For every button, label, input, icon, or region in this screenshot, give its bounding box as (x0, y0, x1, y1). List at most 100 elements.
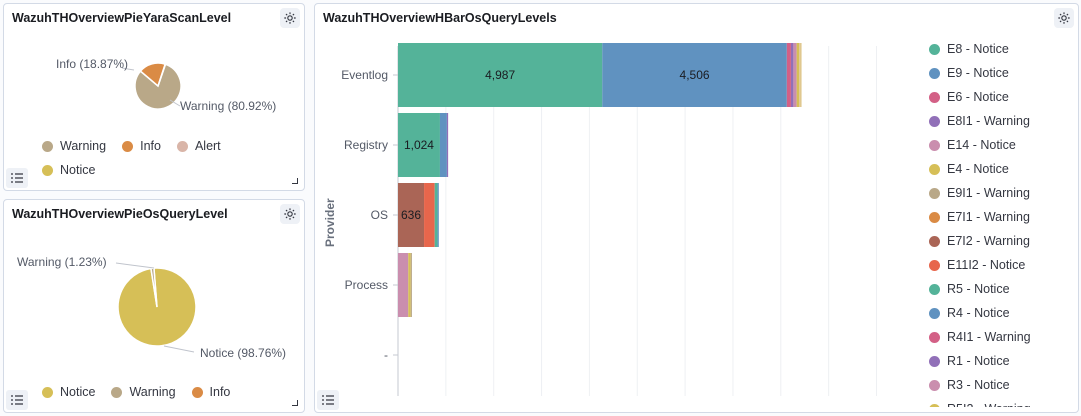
pie-label-notice: Notice (98.76%) (200, 346, 287, 360)
y-tick-label: - (384, 348, 388, 362)
bar-segment[interactable] (439, 113, 447, 177)
legend-dot (42, 386, 53, 398)
legend-label: Notice (60, 163, 96, 177)
pie-leader-line (115, 262, 155, 269)
bar-segment[interactable] (410, 253, 412, 317)
bar-segment[interactable] (793, 43, 797, 107)
legend-dot (929, 403, 940, 407)
hbar-chart[interactable]: Eventlog 4,987 4,506 Registry 1,024 OS 636 Proc… (315, 4, 915, 409)
legend-dot (122, 140, 134, 152)
y-tick-label: Process (345, 278, 388, 292)
gear-icon[interactable] (280, 8, 300, 28)
legend-item-warning[interactable]: Warning (111, 380, 176, 404)
legend-item[interactable]: R5I2 - Warning (929, 397, 1078, 407)
yara-pie-chart[interactable] (4, 4, 305, 191)
osquery-levels-hbar-panel: WazuhTHOverviewHBarOsQueryLevels Provide… (314, 3, 1079, 413)
legend-label: R4I1 - Warning (947, 330, 1031, 344)
legend-toggle-icon[interactable] (317, 390, 339, 410)
legend-label: E7I1 - Warning (947, 210, 1030, 224)
legend-dot (929, 259, 940, 271)
y-tick-label: Registry (344, 138, 388, 152)
bar-segment[interactable] (398, 183, 425, 247)
legend-label: R5 - Notice (947, 282, 1010, 296)
legend-item[interactable]: E11I2 - Notice (929, 253, 1078, 277)
legend-toggle-icon[interactable] (6, 168, 28, 188)
pie-label-warning: Warning (80.92%) (180, 99, 277, 113)
legend-item-info[interactable]: Info (191, 380, 230, 404)
legend-label: E4 - Notice (947, 162, 1009, 176)
bar-segment[interactable] (408, 253, 411, 317)
resize-handle-icon[interactable] (292, 178, 298, 184)
bar-value-label: 1,024 (404, 138, 434, 152)
legend-item[interactable]: E7I1 - Warning (929, 205, 1078, 229)
legend-dot (929, 187, 940, 199)
legend-dot (929, 379, 940, 391)
legend-label: R5I2 - Warning (947, 402, 1031, 407)
legend-label: E9I1 - Warning (947, 186, 1030, 200)
legend-dot (929, 115, 940, 127)
panel-title: WazuhTHOverviewPieYaraScanLevel (12, 11, 232, 25)
resize-handle-icon[interactable] (292, 400, 298, 406)
legend-item-info[interactable]: Info (122, 134, 161, 158)
gear-icon[interactable] (1054, 8, 1074, 28)
bar-segment[interactable] (796, 43, 800, 107)
yara-scan-level-panel: WazuhTHOverviewPieYaraScanLevel Info (18… (3, 3, 305, 191)
legend-item-notice[interactable]: Notice (42, 158, 95, 182)
legend-label: Warning (129, 385, 176, 399)
bar-segment[interactable] (446, 113, 449, 177)
legend-dot (929, 43, 940, 55)
legend-dot (929, 307, 940, 319)
bar-segment[interactable] (398, 43, 603, 107)
legend-label: R3 - Notice (947, 378, 1010, 392)
legend-label: R4 - Notice (947, 306, 1010, 320)
legend-item[interactable]: R5 - Notice (929, 277, 1078, 301)
y-tick-label: Eventlog (341, 68, 388, 82)
legend-label: Warning (60, 139, 107, 153)
osquery-pie-chart[interactable] (4, 200, 305, 413)
legend-label: E9 - Notice (947, 66, 1009, 80)
bar-segment[interactable] (790, 43, 794, 107)
yara-legend: Warning Info Alert Notice (42, 134, 262, 182)
legend-item[interactable]: R1 - Notice (929, 349, 1078, 373)
legend-item[interactable]: E9I1 - Warning (929, 181, 1078, 205)
legend-item[interactable]: R4I1 - Warning (929, 325, 1078, 349)
legend-dot (929, 139, 940, 151)
legend-item[interactable]: R4 - Notice (929, 301, 1078, 325)
legend-item-warning[interactable]: Warning (42, 134, 106, 158)
legend-label: Alert (194, 139, 221, 153)
legend-item[interactable]: E4 - Notice (929, 157, 1078, 181)
legend-item[interactable]: E9 - Notice (929, 61, 1078, 85)
bar-segment[interactable] (434, 183, 438, 247)
bar-segment[interactable] (398, 253, 409, 317)
osquery-legend: Notice Warning Info (42, 380, 282, 404)
bar-segment[interactable] (398, 113, 440, 177)
bar-segment[interactable] (437, 183, 439, 247)
legend-item[interactable]: E8I1 - Warning (929, 109, 1078, 133)
legend-item-notice[interactable]: Notice (42, 380, 95, 404)
legend-toggle-icon[interactable] (6, 390, 28, 410)
legend-label: Notice (60, 385, 96, 399)
bar-segment[interactable] (799, 43, 802, 107)
legend-label: E8 - Notice (947, 42, 1009, 56)
legend-item[interactable]: E8 - Notice (929, 37, 1078, 61)
bar-segment[interactable] (602, 43, 787, 107)
legend-item[interactable]: E14 - Notice (929, 133, 1078, 157)
legend-label: Info (140, 139, 161, 153)
legend-dot (176, 140, 188, 152)
legend-label: E7I2 - Warning (947, 234, 1030, 248)
bar-segment[interactable] (786, 43, 791, 107)
legend-dot (42, 140, 53, 152)
legend-item-alert[interactable]: Alert (176, 134, 221, 158)
gear-icon[interactable] (280, 204, 300, 224)
legend-item[interactable]: E7I2 - Warning (929, 229, 1078, 253)
legend-label: E11I2 - Notice (947, 258, 1026, 272)
bar-segment[interactable] (424, 183, 435, 247)
legend-dot (42, 164, 53, 176)
pie-slice-alert[interactable] (157, 63, 167, 87)
pie-leader-line (121, 67, 135, 71)
legend-dot (929, 235, 940, 247)
legend-item[interactable]: R3 - Notice (929, 373, 1078, 397)
pie-label-info: Info (18.87%) (56, 57, 129, 71)
legend-item[interactable]: E6 - Notice (929, 85, 1078, 109)
bar-value-label: 4,987 (485, 68, 515, 82)
